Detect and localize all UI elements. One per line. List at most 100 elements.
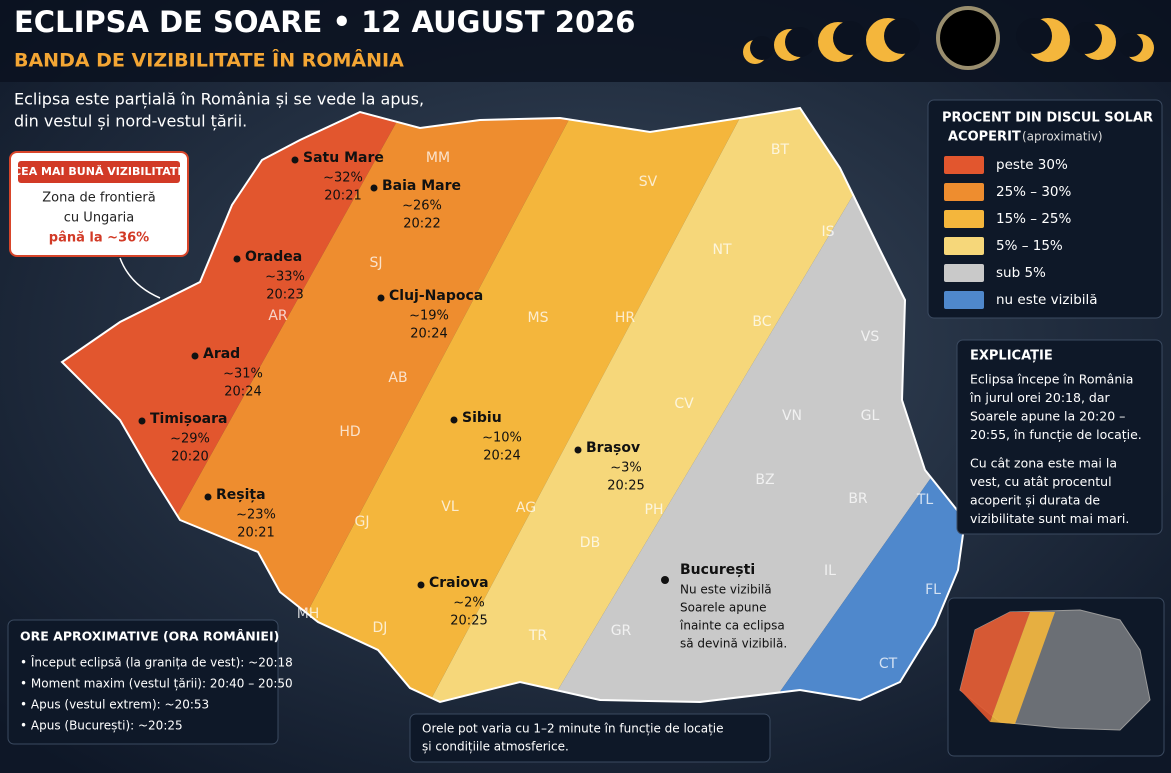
city-note: Soarele apune bbox=[680, 601, 766, 615]
city-dot bbox=[377, 294, 385, 302]
city-time: 20:24 bbox=[410, 327, 447, 342]
city-name: Cluj-Napoca bbox=[389, 288, 483, 304]
county-code: MM bbox=[426, 150, 450, 166]
county-code: BT bbox=[771, 142, 790, 158]
county-code: SJ bbox=[369, 255, 382, 271]
county-code: TR bbox=[528, 628, 548, 644]
county-code: TL bbox=[916, 492, 934, 508]
city-name: Craiova bbox=[429, 575, 489, 591]
legend-swatch bbox=[944, 183, 984, 201]
city-name: Reșița bbox=[216, 487, 266, 503]
city-time: 20:24 bbox=[483, 449, 520, 464]
city-time: 20:25 bbox=[450, 614, 487, 629]
city-percent: ~29% bbox=[170, 432, 210, 447]
city-percent: ~26% bbox=[402, 199, 442, 214]
times-item: • Început eclipsă (la granița de vest): … bbox=[20, 655, 293, 670]
city-name: Timișoara bbox=[150, 411, 228, 427]
city-time: 20:22 bbox=[403, 217, 440, 232]
explanation-text: Cu cât zona este mai la bbox=[970, 456, 1117, 471]
explanation-text: Soarele apune la 20:20 – bbox=[970, 409, 1125, 424]
footnote-text: și condițiile atmosferice. bbox=[422, 740, 569, 754]
city-percent: ~10% bbox=[482, 431, 522, 446]
legend-label: 15% – 25% bbox=[996, 211, 1072, 227]
city-note: înainte ca eclipsa bbox=[679, 619, 785, 633]
times-title: ORE APROXIMATIVE (ORA ROMÂNIEI) bbox=[20, 629, 279, 644]
explanation-text: vest, cu atât procentul bbox=[970, 474, 1112, 489]
legend-title: PROCENT DIN DISCUL SOLAR bbox=[942, 111, 1153, 126]
legend-swatch bbox=[944, 237, 984, 255]
county-code: DB bbox=[580, 535, 600, 551]
city-note: să devină vizibilă. bbox=[680, 637, 787, 651]
explanation-text: Eclipsa începe în România bbox=[970, 372, 1133, 387]
footnote: Orele pot varia cu 1–2 minute în funcție… bbox=[409, 713, 771, 763]
county-code: MS bbox=[528, 310, 549, 326]
visibility-band bbox=[700, 250, 965, 702]
city-name: Satu Mare bbox=[303, 150, 384, 166]
footnote-text: Orele pot varia cu 1–2 minute în funcție… bbox=[422, 722, 724, 736]
city-dot bbox=[204, 493, 212, 501]
county-code: DJ bbox=[373, 620, 388, 636]
city-name: București bbox=[680, 562, 755, 578]
city-dot bbox=[370, 184, 378, 192]
counties: MM SV BT SJ NT IS AR MS HR BC VS AB CV HD VN GL BZ BR TL PH… bbox=[268, 142, 941, 672]
county-code: AB bbox=[388, 370, 407, 386]
legend-swatch bbox=[944, 291, 984, 309]
legend-title: ACOPERIT bbox=[948, 130, 1021, 145]
county-code: GJ bbox=[355, 514, 370, 530]
county-code: AG bbox=[516, 500, 536, 516]
explanation-text: în jurul orei 20:18, dar bbox=[969, 390, 1110, 405]
city-name: Brașov bbox=[586, 440, 640, 456]
callout: CEA MAI BUNĂ VIZIBILITATE Zona de fronti… bbox=[9, 151, 189, 299]
explanation-text: acoperit și durata de bbox=[970, 493, 1100, 508]
city-time: 20:20 bbox=[171, 450, 208, 465]
county-code: MH bbox=[297, 606, 320, 622]
city-dot bbox=[450, 416, 458, 424]
city-time: 20:21 bbox=[324, 189, 361, 204]
visibility-band bbox=[150, 108, 790, 702]
city-percent: ~19% bbox=[409, 309, 449, 324]
county-code: HR bbox=[615, 310, 636, 326]
county-code: GR bbox=[611, 623, 632, 639]
county-code: AR bbox=[268, 308, 288, 324]
city-name: Baia Mare bbox=[382, 178, 461, 194]
county-code: NT bbox=[712, 242, 731, 258]
county-code: CT bbox=[879, 656, 898, 672]
subtitle: BANDA DE VIZIBILITATE ÎN ROMÂNIA bbox=[14, 49, 404, 72]
city-name: Sibiu bbox=[462, 410, 502, 426]
legend-label: peste 30% bbox=[996, 157, 1068, 173]
county-code: VS bbox=[861, 329, 880, 345]
legend-label: sub 5% bbox=[996, 265, 1046, 281]
explanation-text: 20:55, în funcție de locație. bbox=[970, 427, 1142, 442]
callout-tag: CEA MAI BUNĂ VIZIBILITATE bbox=[13, 165, 185, 178]
callout-text: Zona de frontieră bbox=[42, 191, 155, 206]
intro: din vestul și nord-vestul țării. bbox=[14, 112, 247, 131]
county-code: BC bbox=[752, 314, 771, 330]
city-dot bbox=[233, 255, 241, 263]
times-box: ORE APROXIMATIVE (ORA ROMÂNIEI) • Începu… bbox=[7, 619, 293, 745]
city-percent: ~33% bbox=[265, 270, 305, 285]
times-item: • Moment maxim (vestul țării): 20:40 – 2… bbox=[20, 677, 293, 691]
city-percent: ~31% bbox=[223, 367, 263, 382]
callout-highlight: până la ~36% bbox=[49, 231, 149, 246]
city-percent: ~32% bbox=[323, 171, 363, 186]
legend-swatch bbox=[944, 210, 984, 228]
city-dot bbox=[417, 581, 425, 589]
county-code: IS bbox=[821, 224, 834, 240]
county-code: BZ bbox=[755, 472, 774, 488]
city-dot bbox=[291, 156, 299, 164]
city-dot bbox=[574, 446, 582, 454]
county-code: HD bbox=[339, 424, 360, 440]
legend-swatch bbox=[944, 264, 984, 282]
mini-map bbox=[947, 597, 1165, 757]
county-code: GL bbox=[861, 408, 880, 424]
legend: PROCENT DIN DISCUL SOLAR ACOPERIT (aprox… bbox=[927, 99, 1163, 319]
callout-text: cu Ungaria bbox=[64, 211, 134, 226]
city-time: 20:21 bbox=[237, 526, 274, 541]
legend-label: 25% – 30% bbox=[996, 184, 1072, 200]
city-name: Oradea bbox=[245, 249, 302, 265]
cities: Satu Mare ~32% 20:21 Baia Mare ~26% 20:22 Orad… bbox=[138, 150, 645, 629]
county-code: IL bbox=[824, 563, 836, 579]
city-percent: ~23% bbox=[236, 508, 276, 523]
